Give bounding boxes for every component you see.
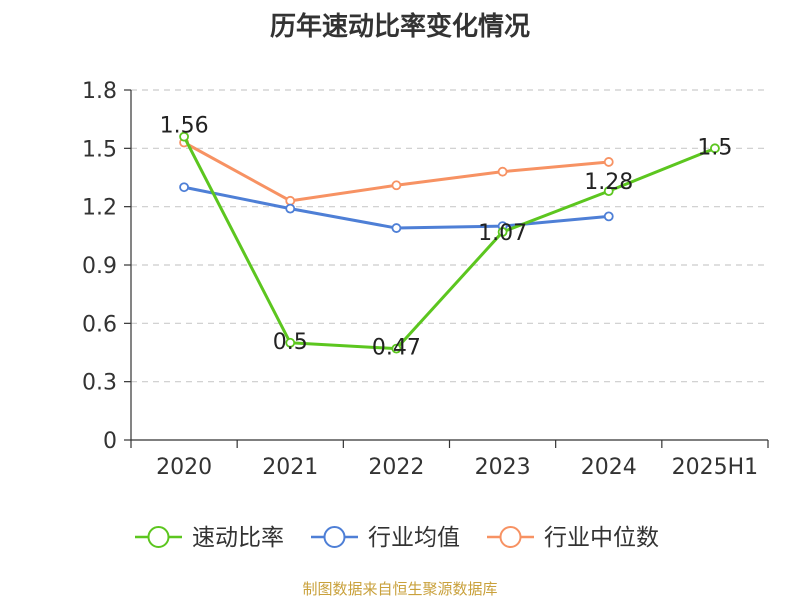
data-point[interactable] bbox=[603, 186, 614, 197]
legend-swatch-marker bbox=[499, 526, 522, 548]
legend-item[interactable]: 行业均值 bbox=[311, 525, 460, 551]
source-note: 制图数据来自恒生聚源数据库 bbox=[302, 580, 498, 598]
x-tick-label: 2020 bbox=[156, 455, 212, 480]
axes: 0 0.3 0.6 0.9 1.2 1.5 1.8 2020 2021 2022 2023 2024 2… bbox=[82, 79, 769, 480]
data-point[interactable] bbox=[179, 131, 189, 142]
data-point[interactable] bbox=[710, 143, 720, 154]
data-labels: 1.56 0.5 0.47 1.07 1.28 1.5 bbox=[160, 114, 733, 361]
y-tick-label: 0.9 bbox=[82, 254, 117, 279]
y-tick-label: 0.6 bbox=[82, 312, 117, 337]
y-tick-label: 1.8 bbox=[82, 79, 117, 104]
data-label: 1.07 bbox=[478, 221, 527, 246]
data-label: 1.5 bbox=[697, 135, 732, 160]
gridlines bbox=[131, 89, 768, 383]
legend[interactable]: 速动比率 行业均值 行业中位数 bbox=[135, 525, 659, 551]
x-tick-label: 2023 bbox=[475, 455, 531, 480]
x-tick-label: 2021 bbox=[262, 455, 318, 480]
data-point[interactable] bbox=[179, 182, 189, 193]
x-tick-label: 2025H1 bbox=[672, 455, 759, 480]
legend-item[interactable]: 速动比率 bbox=[135, 525, 284, 551]
series-lines bbox=[179, 131, 720, 354]
legend-label: 行业中位数 bbox=[544, 525, 659, 551]
series-line bbox=[183, 185, 609, 230]
y-tick-label: 0 bbox=[103, 429, 117, 454]
data-label: 0.5 bbox=[273, 330, 308, 355]
x-tick-label: 2022 bbox=[368, 455, 424, 480]
data-point[interactable] bbox=[285, 203, 296, 214]
x-tick-label: 2024 bbox=[581, 455, 637, 480]
data-point[interactable] bbox=[285, 195, 296, 206]
y-tick-label: 1.5 bbox=[82, 137, 117, 162]
data-point[interactable] bbox=[285, 337, 296, 348]
data-point[interactable] bbox=[391, 223, 402, 233]
legend-label: 速动比率 bbox=[192, 525, 284, 551]
data-point[interactable] bbox=[391, 343, 402, 354]
data-label: 1.56 bbox=[160, 114, 209, 139]
legend-swatch-marker bbox=[323, 526, 346, 548]
y-tick-label: 1.2 bbox=[82, 196, 117, 221]
data-label: 1.28 bbox=[584, 170, 633, 195]
data-point[interactable] bbox=[603, 157, 614, 167]
legend-item[interactable]: 行业中位数 bbox=[487, 525, 659, 551]
data-point[interactable] bbox=[497, 227, 508, 237]
legend-label: 行业均值 bbox=[368, 525, 460, 551]
series-line bbox=[182, 135, 716, 351]
chart-title: 历年速动比率变化情况 bbox=[269, 12, 530, 42]
y-tick-label: 0.3 bbox=[82, 371, 117, 396]
legend-swatch-marker bbox=[147, 526, 170, 548]
data-label: 0.47 bbox=[372, 336, 421, 361]
data-point[interactable] bbox=[603, 211, 614, 222]
data-point[interactable] bbox=[391, 180, 402, 191]
series-line bbox=[183, 141, 609, 203]
data-point[interactable] bbox=[497, 166, 508, 177]
